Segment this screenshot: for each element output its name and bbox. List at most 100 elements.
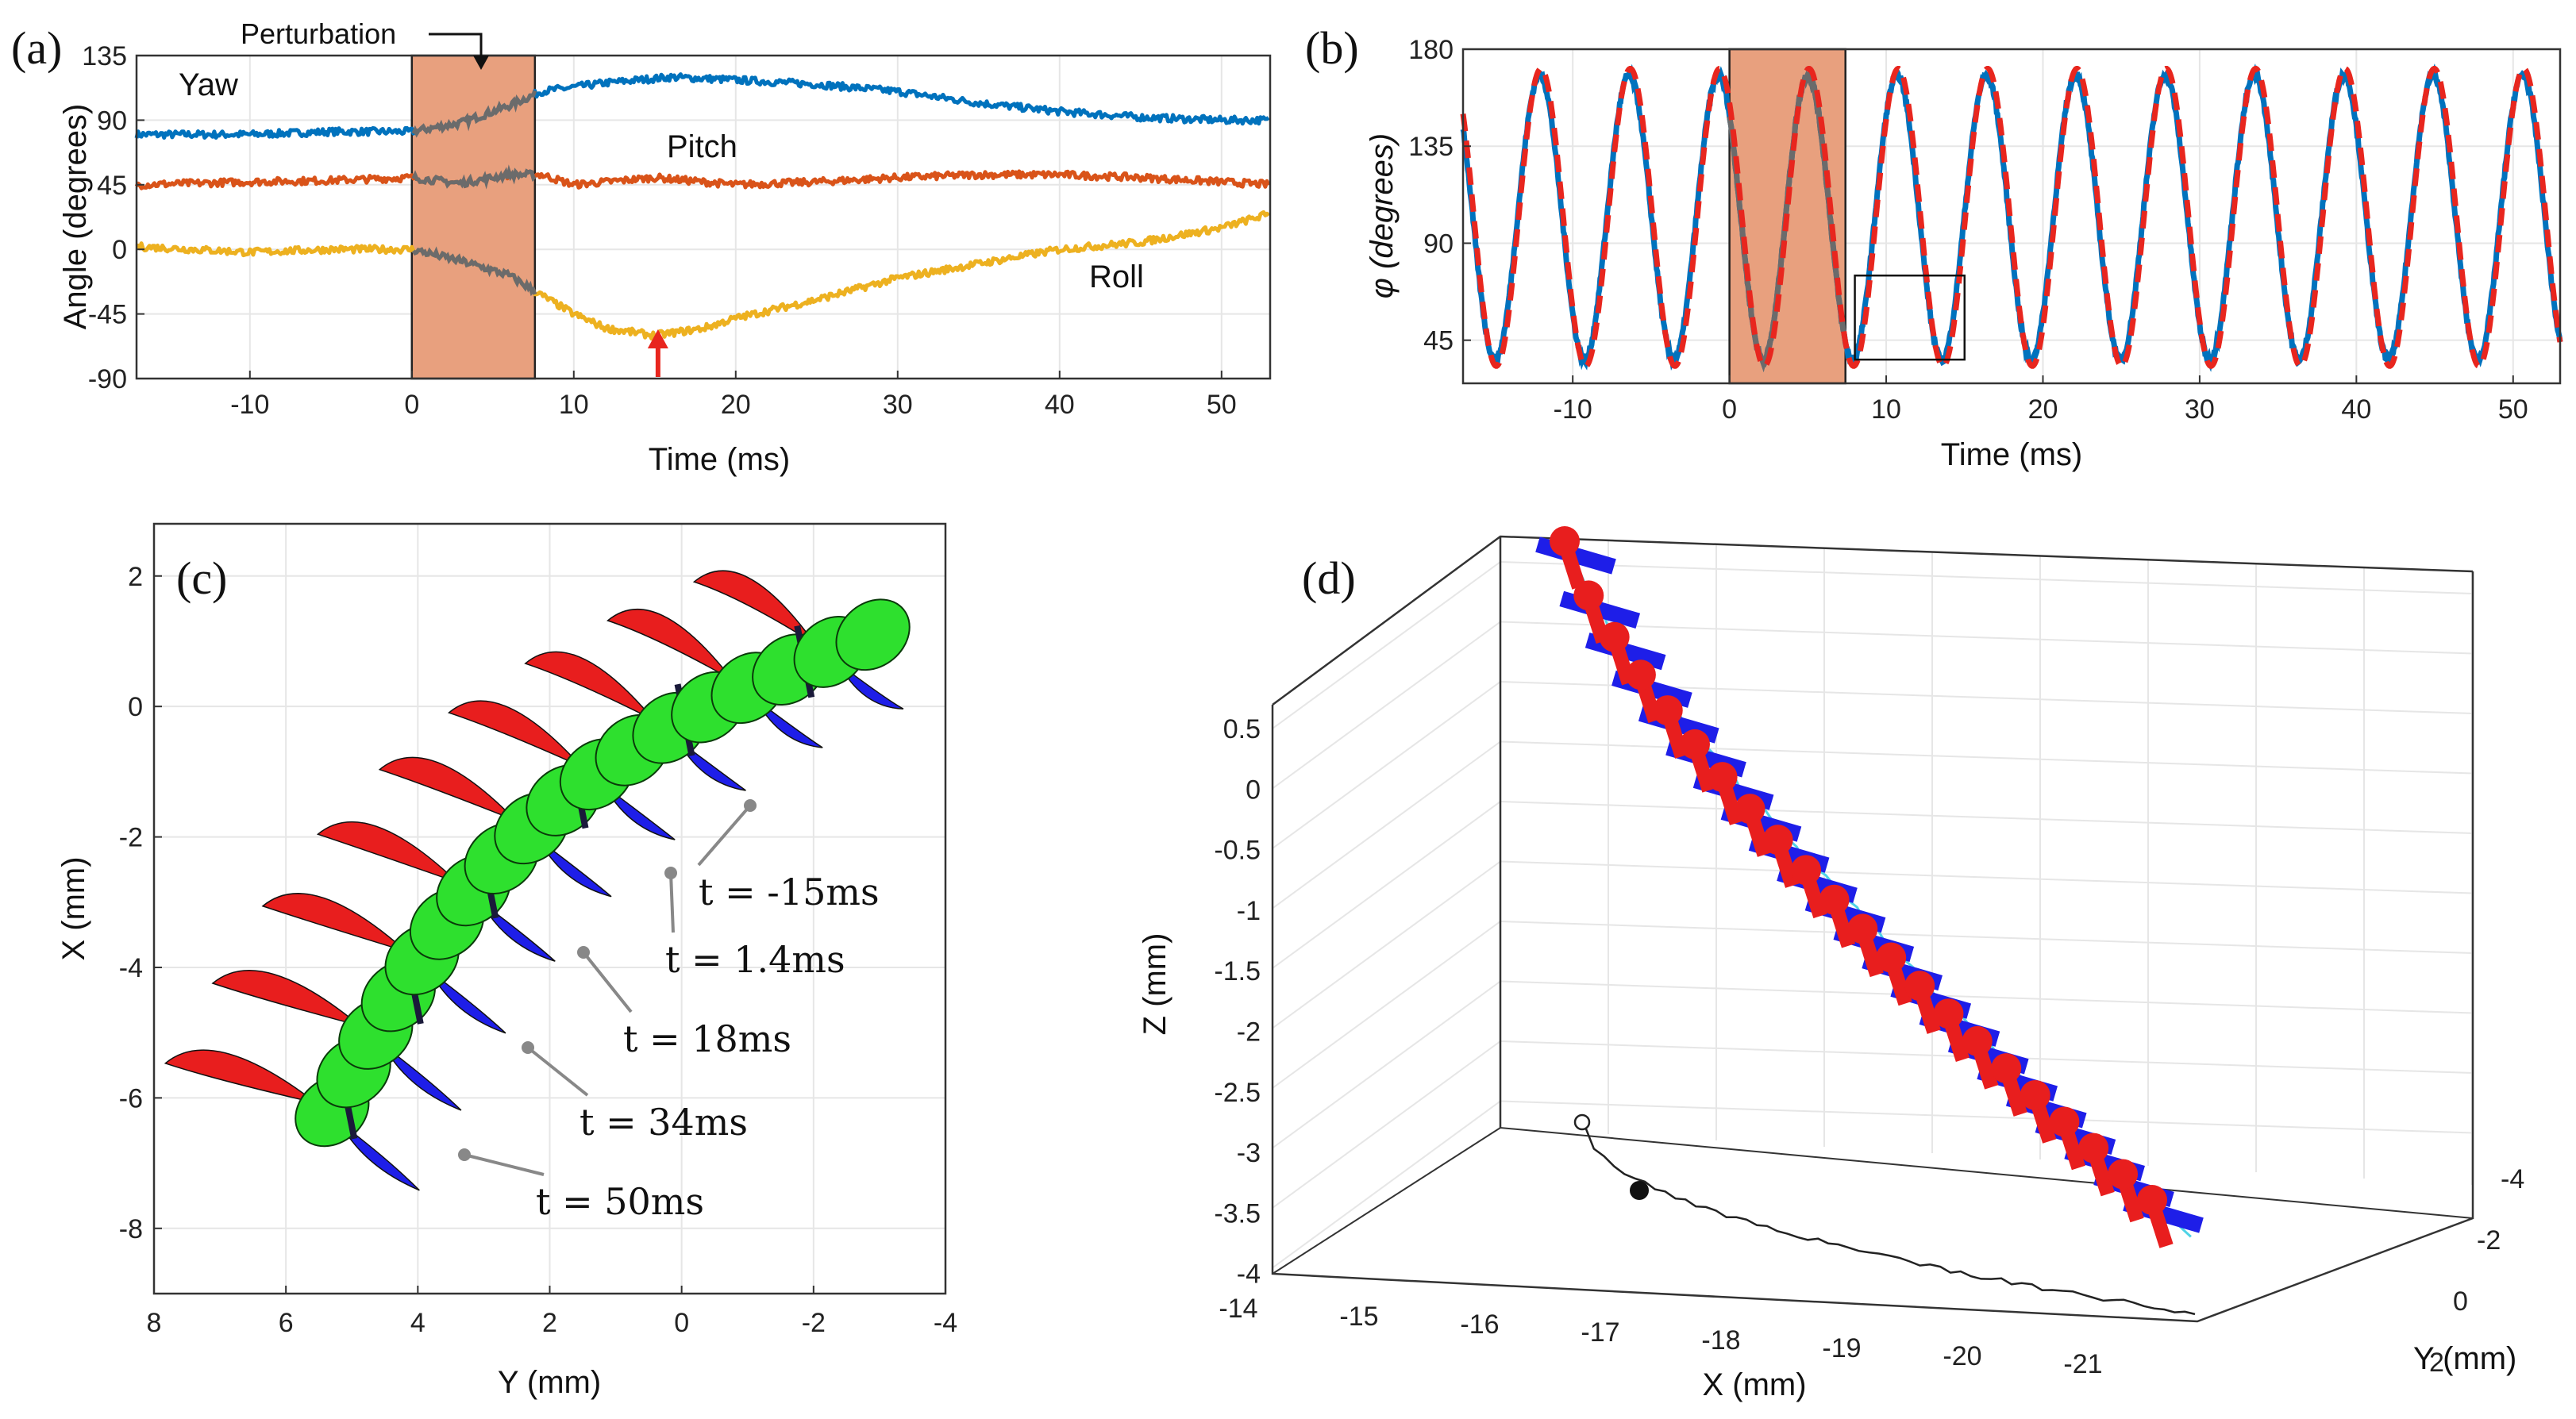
pin-head	[1790, 855, 1821, 886]
panel-b-label: (b)	[1305, 22, 1359, 74]
d-zgrid	[1272, 801, 1501, 969]
a-xlabel: Time (ms)	[649, 442, 790, 477]
a-xtick-label: 30	[883, 390, 913, 420]
b-ylabel: φ (degrees)	[1365, 133, 1400, 298]
b-xtick-label: -10	[1554, 394, 1592, 425]
d-xtick-label: -20	[1943, 1341, 1981, 1371]
d-zgrid	[1272, 1100, 1501, 1269]
panel-c: 8 6 4 2 0 -2 -4 2 0 -2 -4 -6 -8 (c) Y (mm) X (mm) t …	[56, 522, 957, 1400]
pin-head	[1762, 825, 1793, 856]
perturbation-label: Perturbation	[241, 17, 396, 50]
time-annotation: t = 50ms	[536, 1180, 704, 1223]
roll-min-arrow	[647, 329, 668, 377]
b-xtick-label: 0	[1722, 394, 1737, 425]
d-xtick-label: -15	[1339, 1302, 1378, 1332]
wing-right	[339, 1122, 420, 1191]
panel-c-label: (c)	[176, 552, 227, 604]
perturbation-shade	[410, 54, 537, 380]
wing-right	[604, 786, 676, 840]
d-zgrid-back	[1500, 980, 2474, 1014]
pin-head	[2078, 1133, 2109, 1163]
annotation-arrow	[582, 951, 633, 1013]
wing-left	[261, 893, 407, 952]
wing-left	[211, 969, 360, 1027]
wing-right	[429, 971, 506, 1034]
pin-head	[1876, 942, 1907, 973]
b-ytick-label: 90	[1423, 229, 1454, 259]
d-xtick-label: -19	[1822, 1333, 1861, 1363]
a-ytick-label: 45	[97, 171, 127, 201]
pin-head	[2020, 1079, 2050, 1110]
perturbation-arrow	[429, 33, 483, 62]
d-ylabel: Y (mm)	[2413, 1341, 2516, 1376]
b-ytick-label: 45	[1423, 326, 1454, 356]
b-xtick-label: 40	[2341, 394, 2371, 425]
d-zgrid-back	[1500, 561, 2474, 594]
time-annotation: t = 18ms	[623, 1017, 791, 1060]
panel-a: (a) -10 0 10 20 30 40 50 135 90 45 0 -45 -90 Time (m…	[11, 17, 1272, 477]
c-ylabel: X (mm)	[56, 856, 91, 960]
d-ztick-label: 0.5	[1223, 714, 1261, 744]
d-ztick-label: -2	[1237, 1017, 1261, 1048]
d-ztick-label: -0.5	[1214, 836, 1261, 866]
wing-left	[524, 651, 655, 721]
wing-left	[164, 1049, 317, 1104]
d-zgrid-back	[1500, 801, 2474, 834]
pin-head	[2137, 1185, 2167, 1215]
d-ztick-label: -3.5	[1214, 1198, 1261, 1229]
a-ytick-label: 135	[82, 41, 127, 71]
pin-head	[1819, 884, 1850, 915]
series-roll-perturbed	[411, 246, 537, 297]
perturbation-arrow-head	[473, 56, 489, 70]
panel-d-label: (d)	[1302, 552, 1356, 604]
wing-left	[316, 821, 458, 883]
d-ytick-label: 0	[2453, 1286, 2468, 1317]
annotation-arrow	[669, 872, 675, 933]
d-ztick-label: -1	[1237, 896, 1261, 926]
inset-box	[1854, 274, 1966, 361]
c-ytick-label: -4	[119, 953, 143, 983]
series-model	[1460, 66, 2563, 369]
a-xtick-label: 0	[404, 390, 419, 420]
wing-right	[676, 739, 746, 791]
d-zgrid-back	[1500, 1100, 2474, 1134]
pin-head	[1904, 971, 1935, 1002]
d-ytick-label: -4	[2501, 1164, 2524, 1194]
c-ytick-label: 2	[128, 562, 143, 592]
d-xtick-label: -21	[2063, 1349, 2102, 1379]
d-zgrid	[1272, 681, 1501, 849]
c-ytick-label: -2	[119, 823, 143, 853]
series-yaw	[134, 72, 1270, 140]
d-zgrid	[1272, 621, 1501, 790]
d-zgrid	[1272, 980, 1501, 1149]
time-annotation: t = 34ms	[580, 1101, 748, 1144]
d-zgrid	[1272, 561, 1501, 729]
series-yaw-perturbed	[411, 90, 537, 138]
wing-left	[378, 756, 516, 821]
annotation-arrow-tip	[458, 1148, 471, 1161]
d-ytick-label: 2	[2429, 1348, 2444, 1378]
pin-head	[1573, 580, 1604, 611]
b-xtick-label: 10	[1871, 394, 1901, 425]
c-ytick-label: 0	[128, 692, 143, 722]
pin-head	[1679, 729, 1710, 759]
d-ztick-label: -4	[1237, 1259, 1261, 1290]
series-pitch-perturbed	[411, 164, 537, 190]
b-xtick-label: 50	[2498, 394, 2528, 425]
time-annotation: t = 1.4ms	[665, 938, 845, 981]
box-bg	[1273, 536, 2473, 1274]
a-xtick-label: -10	[230, 390, 269, 420]
pin-head	[1933, 998, 1964, 1029]
b-ytick-label: 135	[1408, 132, 1454, 162]
a-xtick-label: 40	[1045, 390, 1075, 420]
pin-head	[1735, 794, 1765, 825]
annotation-arrow-tip	[522, 1041, 534, 1054]
d-zgrid-back	[1500, 621, 2474, 655]
wing-left	[606, 608, 734, 681]
a-xtick-label: 10	[559, 390, 589, 420]
wing-right	[838, 663, 904, 710]
b-xtick-label: 30	[2185, 394, 2215, 425]
marker-head	[647, 329, 668, 348]
c-xlabel: Y (mm)	[498, 1365, 601, 1400]
legend-yaw: Yaw	[179, 67, 238, 102]
